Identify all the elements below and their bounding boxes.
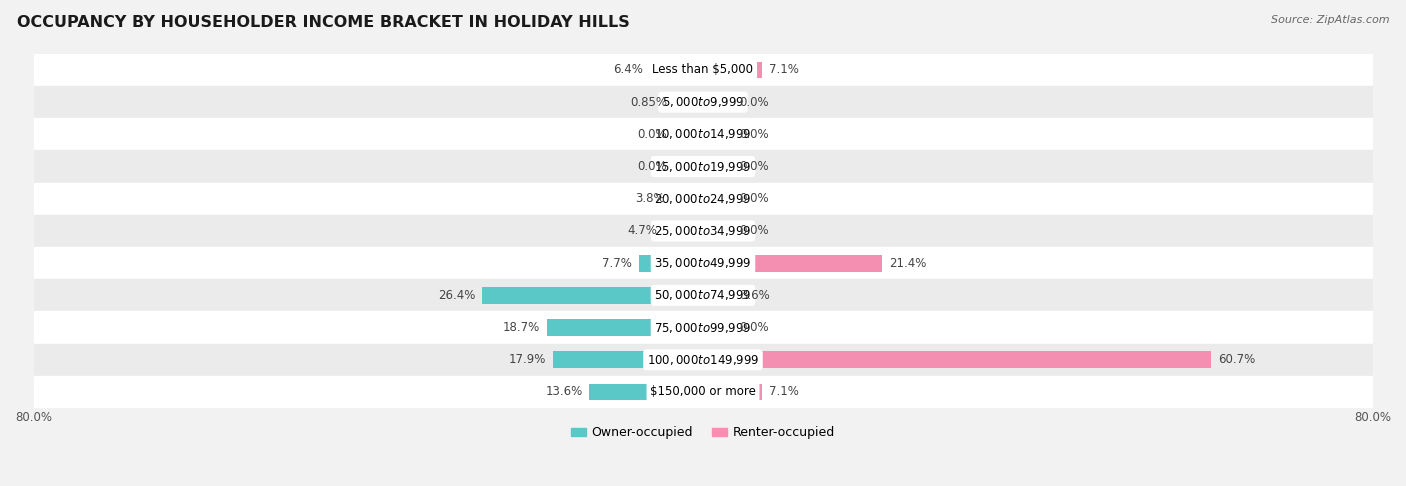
Text: 3.6%: 3.6% — [740, 289, 769, 302]
Text: 0.85%: 0.85% — [630, 96, 666, 109]
Bar — [650, 62, 703, 78]
Text: 18.7%: 18.7% — [502, 321, 540, 334]
Bar — [34, 344, 1372, 376]
Text: $10,000 to $14,999: $10,000 to $14,999 — [654, 127, 752, 141]
Text: 0.0%: 0.0% — [637, 160, 666, 173]
Bar — [34, 279, 1372, 312]
Bar — [703, 158, 733, 175]
Bar — [482, 287, 703, 304]
Bar — [34, 183, 1372, 215]
Text: 6.4%: 6.4% — [613, 64, 643, 76]
Text: 0.0%: 0.0% — [740, 96, 769, 109]
Text: OCCUPANCY BY HOUSEHOLDER INCOME BRACKET IN HOLIDAY HILLS: OCCUPANCY BY HOUSEHOLDER INCOME BRACKET … — [17, 15, 630, 30]
Text: $150,000 or more: $150,000 or more — [650, 385, 756, 399]
Text: 4.7%: 4.7% — [627, 225, 657, 238]
Legend: Owner-occupied, Renter-occupied: Owner-occupied, Renter-occupied — [565, 421, 841, 444]
Text: $25,000 to $34,999: $25,000 to $34,999 — [654, 224, 752, 238]
Bar — [34, 312, 1372, 344]
Bar — [671, 191, 703, 207]
Bar — [703, 287, 733, 304]
Text: Source: ZipAtlas.com: Source: ZipAtlas.com — [1271, 15, 1389, 25]
Text: 0.0%: 0.0% — [740, 192, 769, 205]
Bar — [589, 383, 703, 400]
Bar — [703, 383, 762, 400]
Bar — [34, 215, 1372, 247]
Text: 7.1%: 7.1% — [769, 64, 799, 76]
Text: $35,000 to $49,999: $35,000 to $49,999 — [654, 256, 752, 270]
Text: 13.6%: 13.6% — [546, 385, 582, 399]
Bar — [703, 94, 733, 110]
Text: 17.9%: 17.9% — [509, 353, 547, 366]
Bar — [664, 223, 703, 239]
Text: $5,000 to $9,999: $5,000 to $9,999 — [662, 95, 744, 109]
Text: $20,000 to $24,999: $20,000 to $24,999 — [654, 192, 752, 206]
Bar — [703, 191, 733, 207]
Bar — [703, 319, 733, 336]
Bar — [34, 151, 1372, 183]
Text: 0.0%: 0.0% — [740, 225, 769, 238]
Bar — [34, 247, 1372, 279]
Bar — [34, 54, 1372, 86]
Text: 26.4%: 26.4% — [439, 289, 475, 302]
Bar — [703, 255, 882, 272]
Text: $100,000 to $149,999: $100,000 to $149,999 — [647, 353, 759, 367]
Bar — [34, 118, 1372, 151]
Bar — [673, 158, 703, 175]
Bar — [673, 126, 703, 143]
Text: 21.4%: 21.4% — [889, 257, 927, 270]
Text: $50,000 to $74,999: $50,000 to $74,999 — [654, 288, 752, 302]
Bar — [638, 255, 703, 272]
Bar — [553, 351, 703, 368]
Text: 7.7%: 7.7% — [602, 257, 631, 270]
Bar — [703, 223, 733, 239]
Bar — [703, 351, 1211, 368]
Text: 60.7%: 60.7% — [1218, 353, 1256, 366]
Bar — [34, 86, 1372, 118]
Text: Less than $5,000: Less than $5,000 — [652, 64, 754, 76]
Bar — [703, 62, 762, 78]
Bar — [34, 376, 1372, 408]
Text: $15,000 to $19,999: $15,000 to $19,999 — [654, 159, 752, 174]
Text: 7.1%: 7.1% — [769, 385, 799, 399]
Bar — [547, 319, 703, 336]
Text: 0.0%: 0.0% — [740, 321, 769, 334]
Text: 0.0%: 0.0% — [740, 128, 769, 141]
Text: 0.0%: 0.0% — [740, 160, 769, 173]
Bar — [703, 126, 733, 143]
Text: 0.0%: 0.0% — [637, 128, 666, 141]
Bar — [673, 94, 703, 110]
Text: $75,000 to $99,999: $75,000 to $99,999 — [654, 321, 752, 334]
Text: 3.8%: 3.8% — [636, 192, 665, 205]
